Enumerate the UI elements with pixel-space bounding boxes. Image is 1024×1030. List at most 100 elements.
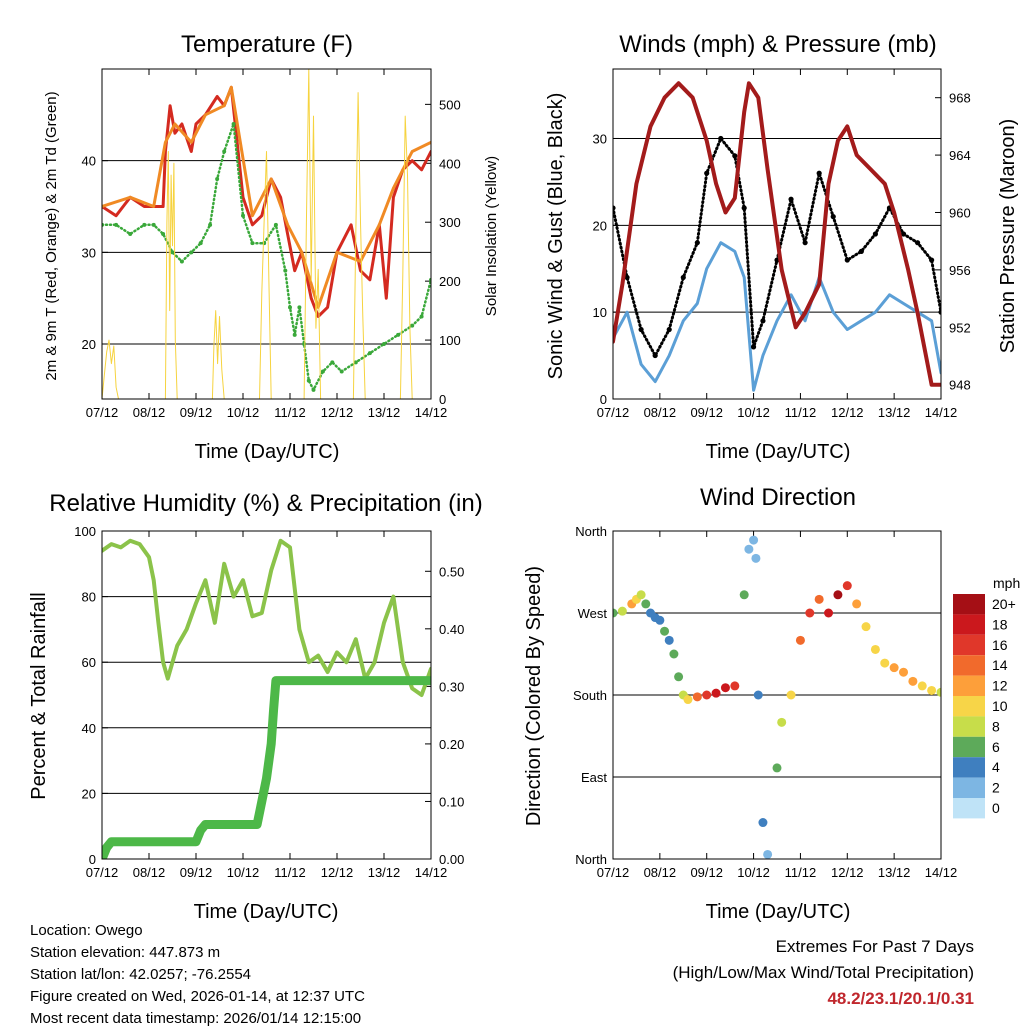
xtick-label: 12/12 [321, 865, 354, 880]
gust-point [704, 170, 710, 176]
dewpoint-point [419, 314, 424, 319]
legend-swatch [953, 594, 985, 615]
y2tick-label: 956 [949, 263, 971, 278]
y2tick-label: 500 [439, 97, 461, 112]
gust-point [900, 231, 907, 237]
gust-point [652, 352, 658, 359]
legend-label: 6 [992, 739, 1000, 755]
direction-point [739, 590, 749, 600]
direction-point [702, 690, 712, 700]
ytick-label: 20 [82, 337, 96, 352]
dewpoint-point [396, 332, 401, 337]
xtick-label: 08/12 [133, 865, 166, 880]
direction-point [692, 692, 702, 702]
direction-point [908, 676, 918, 686]
y2tick-label: 200 [439, 274, 461, 289]
dewpoint-point [292, 332, 297, 337]
ytick-label: 30 [82, 245, 96, 260]
xtick-label: 13/12 [368, 865, 401, 880]
direction-xlabel: Time (Day/UTC) [706, 901, 851, 923]
direction-point [641, 599, 651, 609]
xtick-label: 09/12 [690, 865, 723, 880]
series-2m-t [102, 85, 431, 318]
winds-ylabel-left: Sonic Wind & Gust (Blue, Black) [545, 93, 567, 380]
series-9m-t [102, 85, 431, 309]
direction-point [660, 626, 670, 636]
direction-point [772, 763, 782, 773]
direction-point [636, 590, 646, 600]
direction-point [786, 690, 796, 700]
legend-label: 16 [992, 637, 1008, 653]
xtick-label: 11/12 [785, 405, 817, 420]
dewpoint-point [288, 305, 292, 310]
legend-label: 18 [992, 616, 1008, 632]
series-group [102, 69, 431, 399]
ytick-label: 40 [82, 154, 96, 169]
dewpoint-point [114, 222, 119, 227]
direction-point [683, 695, 693, 705]
legend-label: 4 [992, 759, 1000, 775]
extremes-values: 48.2/23.1/20.1/0.31 [827, 989, 974, 1008]
xtick-label: 14/12 [925, 405, 958, 420]
y2tick-label: 0.30 [439, 679, 464, 694]
legend-swatch [953, 614, 985, 635]
ytick-label: 30 [593, 131, 607, 146]
xtick-label: 14/12 [415, 405, 448, 420]
ytick-label: 60 [82, 655, 96, 670]
direction-point [805, 608, 815, 618]
direction-point [720, 683, 730, 693]
xtick-label: 07/12 [86, 865, 119, 880]
xtick-label: 07/12 [597, 405, 630, 420]
gust-point [732, 153, 738, 159]
ytick-label: 0 [89, 852, 96, 867]
direction-point [613, 608, 618, 618]
elevation-text: Station elevation: 447.873 m [30, 944, 221, 961]
xtick-label: 08/12 [644, 405, 677, 420]
direction-point [824, 608, 834, 618]
direction-point [899, 667, 909, 677]
direction-point [674, 672, 684, 682]
dewpoint-point [151, 222, 156, 227]
y2tick-label: 0.50 [439, 564, 464, 579]
gust-point [694, 240, 700, 246]
series-group [613, 535, 941, 859]
direction-point [617, 606, 627, 616]
y2tick-label: 968 [949, 91, 971, 106]
legend-swatch [953, 757, 985, 778]
legend-label: 10 [992, 698, 1008, 714]
dewpoint-point [222, 149, 227, 154]
direction-point [763, 849, 773, 859]
dewpoint-point [179, 259, 184, 264]
direction-point [795, 635, 805, 645]
legend-swatch [953, 798, 985, 819]
dewpoint-point [367, 351, 372, 356]
dewpoint-point [128, 232, 133, 236]
ytick-label: 100 [74, 524, 96, 539]
direction-point [861, 622, 871, 632]
series-gust [613, 137, 941, 358]
xtick-label: 12/12 [831, 405, 864, 420]
dewpoint-point [330, 360, 335, 365]
y2tick-label: 0 [439, 392, 446, 407]
humidity-xlabel: Time (Day/UTC) [194, 901, 339, 923]
dewpoint-point [198, 241, 203, 246]
dewpoint-point [142, 222, 147, 227]
direction-point [777, 717, 787, 727]
legend-label: 8 [992, 718, 1000, 734]
extremes-line2: (High/Low/Max Wind/Total Precipitation) [672, 963, 974, 982]
y2tick-label: 952 [949, 320, 971, 335]
plot-frame [101, 68, 432, 400]
dewpoint-point [262, 241, 267, 246]
gust-point [718, 135, 724, 142]
xtick-label: 13/12 [368, 405, 401, 420]
y2tick-label: 0.40 [439, 622, 464, 637]
gust-point [802, 240, 808, 246]
gust-point [624, 274, 630, 281]
xtick-label: 07/12 [597, 865, 630, 880]
dewpoint-point [320, 369, 325, 374]
gust-point [741, 205, 747, 211]
direction-point [669, 649, 679, 659]
gust-point [750, 344, 757, 350]
ytick-label: 40 [82, 721, 96, 736]
